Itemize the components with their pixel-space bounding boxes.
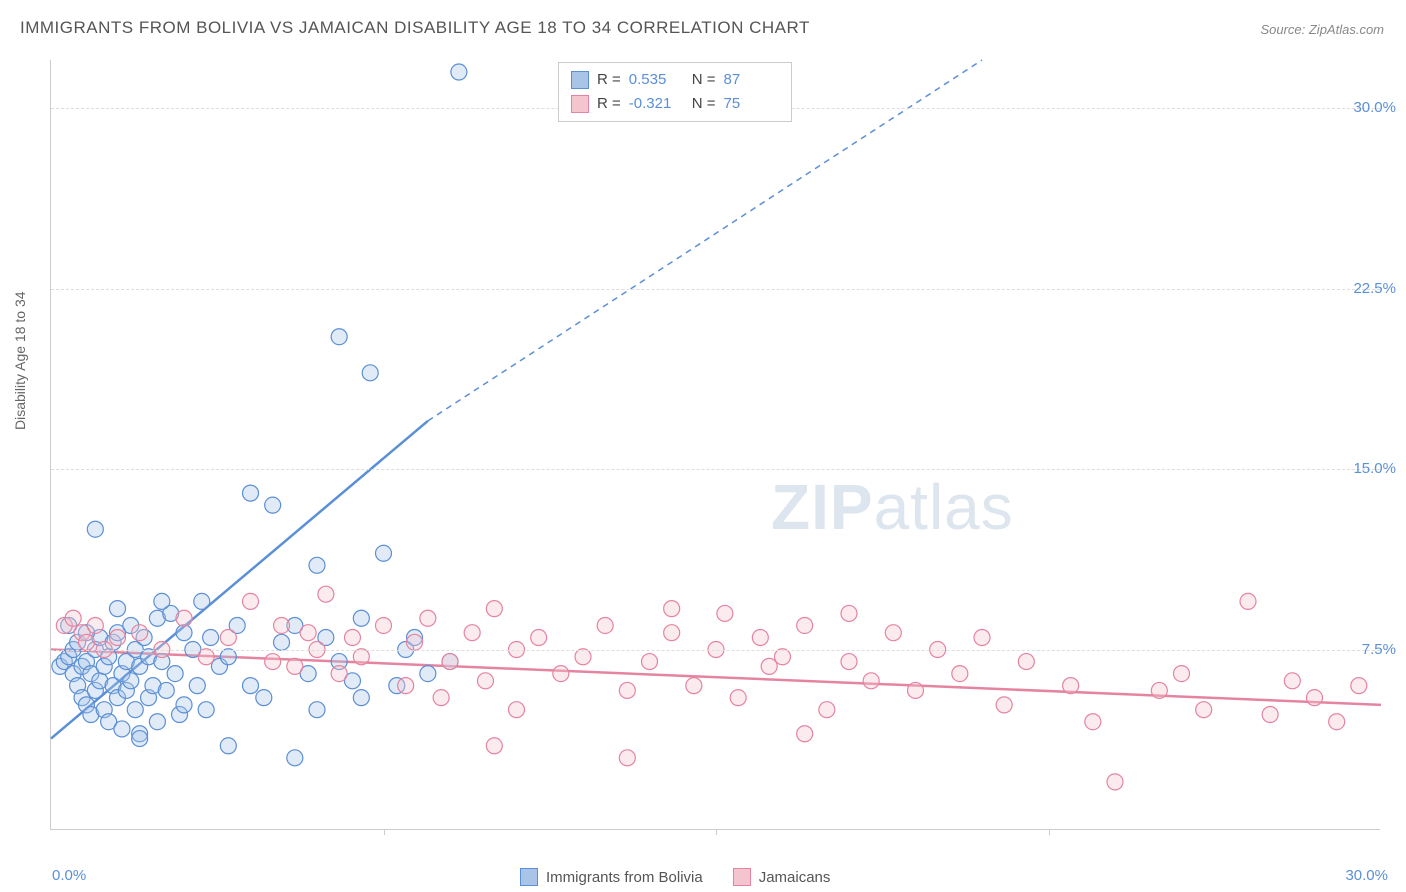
swatch-bolivia [571,71,589,89]
legend-row-bolivia: R = 0.535 N = 87 [571,68,779,92]
source-attribution: Source: ZipAtlas.com [1260,22,1384,37]
scatter-plot-svg [51,60,1380,829]
correlation-legend: R = 0.535 N = 87 R = -0.321 N = 75 [558,62,792,122]
swatch-jamaicans-icon [733,868,751,886]
swatch-jamaicans [571,95,589,113]
bottom-legend-jamaicans: Jamaicans [733,868,831,886]
ytick-label: 15.0% [1353,460,1396,477]
bottom-legend-bolivia: Immigrants from Bolivia [520,868,703,886]
chart-title: IMMIGRANTS FROM BOLIVIA VS JAMAICAN DISA… [20,18,810,38]
ytick-label: 22.5% [1353,280,1396,297]
legend-row-jamaicans: R = -0.321 N = 75 [571,92,779,116]
xtick-30: 30.0% [1345,867,1388,884]
y-axis-label: Disability Age 18 to 34 [12,291,28,430]
ytick-label: 7.5% [1362,641,1396,658]
plot-area: ZIPatlas [50,60,1380,830]
ytick-label: 30.0% [1353,99,1396,116]
xtick-0: 0.0% [52,867,86,884]
swatch-bolivia-icon [520,868,538,886]
bottom-legend: Immigrants from Bolivia Jamaicans [520,868,830,886]
